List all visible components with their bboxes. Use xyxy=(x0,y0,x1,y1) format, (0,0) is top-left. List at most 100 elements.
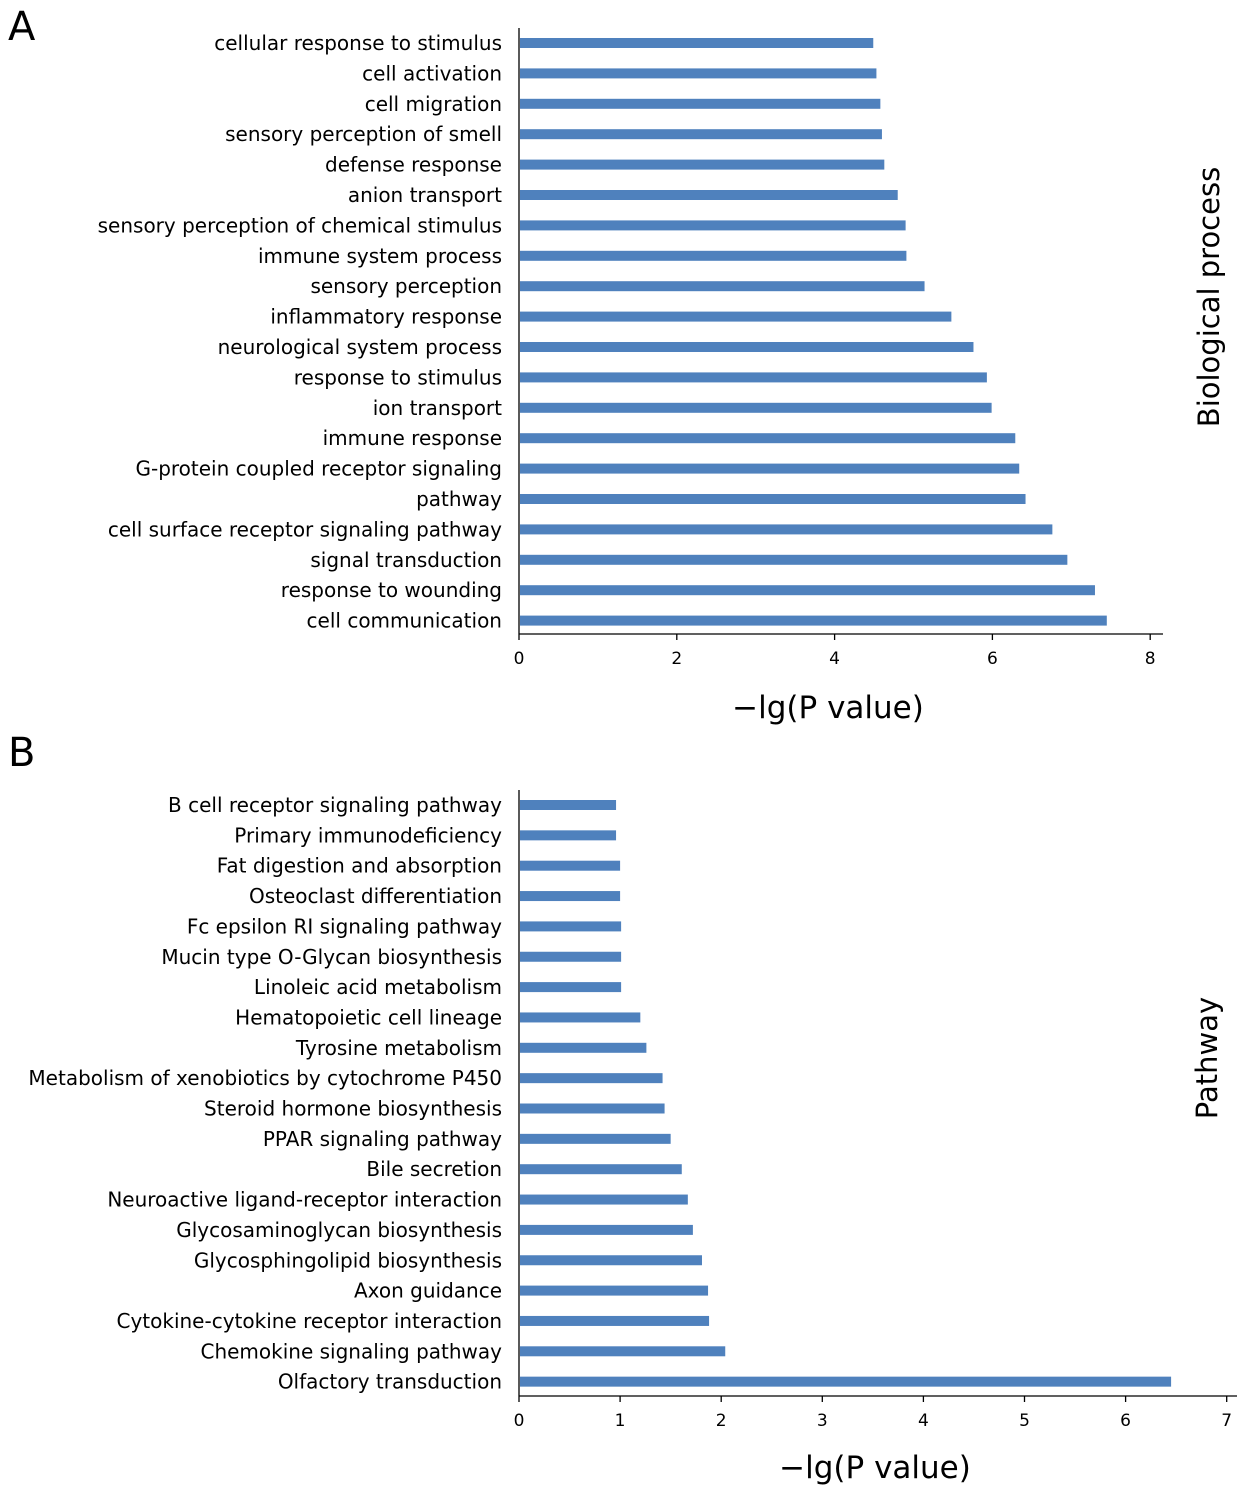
panel-a-bar xyxy=(520,615,1107,626)
panel-a-bar xyxy=(520,433,1016,444)
panel-b-bar xyxy=(520,1103,665,1114)
panel-b-category-label: B cell receptor signaling pathway xyxy=(168,793,502,817)
panel-a-category-label: cell activation xyxy=(362,61,502,85)
panel-a-bar xyxy=(520,281,925,292)
panel-b-letter: B xyxy=(8,730,35,776)
panel-b-side-title: Pathway xyxy=(1190,997,1224,1119)
panel-b-category-label: Linoleic acid metabolism xyxy=(254,975,502,999)
panel-b-x-tick-label: 6 xyxy=(1120,1411,1131,1431)
panel-a-category-label: neurological system process xyxy=(218,335,502,359)
panel-a-category-label: pathway xyxy=(416,487,502,511)
panel-b-category-label: Hematopoietic cell lineage xyxy=(235,1005,502,1029)
panel-a-bar xyxy=(520,190,898,200)
panel-b-x-tick-label: 2 xyxy=(716,1411,727,1431)
panel-a-bar xyxy=(520,129,882,140)
panel-b-bar xyxy=(520,1255,702,1266)
panel-b-x-tick-label: 0 xyxy=(514,1411,525,1431)
panel-b-category-label: PPAR signaling pathway xyxy=(263,1127,502,1151)
panel-b-bar xyxy=(520,921,622,932)
panel-b-category-label: Neuroactive ligand-receptor interaction xyxy=(107,1188,502,1212)
panel-b-bar xyxy=(520,1376,1172,1387)
panel-a-category-label: inflammatory response xyxy=(270,305,502,329)
panel-b-bar xyxy=(520,1315,710,1326)
panel-a-letter: A xyxy=(8,4,36,50)
panel-b-x-tick-label: 3 xyxy=(817,1411,828,1431)
panel-a-category-label: G-protein coupled receptor signaling xyxy=(135,457,502,481)
panel-b-bar xyxy=(520,1285,709,1296)
panel-a-x-axis-title: −lg(P value) xyxy=(732,690,924,726)
panel-b-category-label: Fat digestion and absorption xyxy=(217,854,502,878)
panel-b-bar xyxy=(520,860,621,871)
panel-b-category-label: Bile secretion xyxy=(366,1157,502,1181)
panel-a-x-tick-label: 8 xyxy=(1145,649,1156,669)
panel-a-bar xyxy=(520,494,1026,504)
panel-b: B B cell receptor signaling pathway Primar… xyxy=(8,730,1237,1486)
panel-b-category-label: Glycosaminoglycan biosynthesis xyxy=(176,1218,502,1242)
panel-b-bar xyxy=(520,1042,647,1053)
panel-a-category-label: sensory perception xyxy=(310,274,502,298)
panel-b-bar xyxy=(520,800,617,810)
panel-a-bar xyxy=(520,402,992,413)
panel-b-bar xyxy=(520,1073,663,1084)
panel-b-bar xyxy=(520,1012,641,1023)
panel-b-x-tick-label: 4 xyxy=(918,1411,929,1431)
panel-b-category-label: Axon guidance xyxy=(354,1279,502,1303)
panel-a-category-label: signal transduction xyxy=(310,548,502,572)
panel-b-x-tick-label: 5 xyxy=(1019,1411,1030,1431)
panel-a-category-label: cell communication xyxy=(307,609,502,633)
panel-a-category-label: response to wounding xyxy=(281,578,502,602)
panel-a-category-label: cell migration xyxy=(365,92,502,116)
panel-b-bar xyxy=(520,1164,682,1175)
panel-b-category-label: Glycosphingolipid biosynthesis xyxy=(194,1248,502,1272)
panel-a-bar xyxy=(520,372,987,383)
panel-b-x-tick-label: 1 xyxy=(615,1411,626,1431)
panel-a-category-label: cellular response to stimulus xyxy=(214,31,502,55)
panel-a-x-tick-label: 6 xyxy=(987,649,998,669)
panel-b-category-label: Cytokine-cytokine receptor interaction xyxy=(116,1309,502,1333)
panel-b-category-label: Tyrosine metabolism xyxy=(295,1036,502,1060)
panel-a-category-label: sensory perception of smell xyxy=(225,122,502,146)
panel-a-x-tick-label: 0 xyxy=(514,649,525,669)
panel-b-category-label: Chemokine signaling pathway xyxy=(200,1339,502,1363)
panel-b-bar xyxy=(520,1346,726,1357)
panel-a-bar xyxy=(520,554,1068,565)
panel-a-bar xyxy=(520,220,906,231)
panel-b-x-axis-title: −lg(P value) xyxy=(779,1450,971,1486)
panel-b-bar xyxy=(520,1133,671,1144)
panel-a-bar xyxy=(520,342,974,352)
panel-a-category-label: defense response xyxy=(325,153,502,177)
panel-a-bar xyxy=(520,159,885,170)
panel-b-category-label: Olfactory transduction xyxy=(278,1370,502,1394)
panel-b-category-label: Osteoclast differentiation xyxy=(249,884,502,908)
panel-b-bar xyxy=(520,982,622,993)
panel-a-bar xyxy=(520,250,907,261)
panel-a-category-label: anion transport xyxy=(348,183,502,207)
panel-a-x-tick-label: 4 xyxy=(829,649,840,669)
panel-b-category-label: Steroid hormone biosynthesis xyxy=(204,1097,502,1121)
panel-b-bar xyxy=(520,830,617,841)
panel-a-bar xyxy=(520,311,952,322)
panel-a-bar xyxy=(520,98,881,109)
panel-a-bar xyxy=(520,68,877,79)
panel-a-category-label: cell surface receptor signaling pathway xyxy=(108,517,502,541)
panel-a-category-label: response to stimulus xyxy=(294,365,502,389)
panel-a-bar xyxy=(520,38,874,48)
panel-b-category-label: Fc epsilon RI signaling pathway xyxy=(187,914,502,938)
panel-a-category-label: immune response xyxy=(323,426,502,450)
panel-b-category-label: Mucin type O-Glycan biosynthesis xyxy=(161,945,502,969)
panel-a-side-title: Biological process xyxy=(1192,167,1226,427)
panel-a-category-label: sensory perception of chemical stimulus xyxy=(98,213,502,237)
panel-b-bar xyxy=(520,891,621,902)
panel-a-category-label: ion transport xyxy=(373,396,502,420)
panel-b-x-tick-label: 7 xyxy=(1221,1411,1232,1431)
panel-a-x-tick-label: 2 xyxy=(671,649,682,669)
panel-a-bar xyxy=(520,524,1053,535)
panel-b-category-label: Metabolism of xenobiotics by cytochrome … xyxy=(28,1066,502,1090)
panel-a-category-label: immune system process xyxy=(258,244,502,268)
panel-b-category-label: Primary immunodeficiency xyxy=(234,823,502,847)
panel-b-bar xyxy=(520,951,622,962)
panel-a-bar xyxy=(520,585,1095,596)
